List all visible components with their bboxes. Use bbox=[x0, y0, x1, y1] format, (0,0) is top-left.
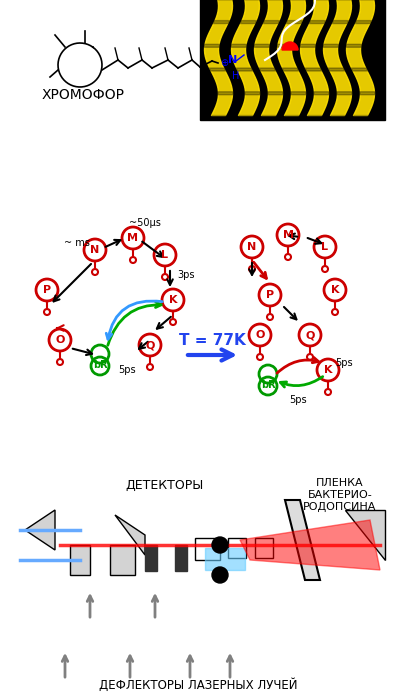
Text: K: K bbox=[169, 295, 177, 305]
Text: P: P bbox=[43, 285, 51, 295]
Text: K: K bbox=[324, 365, 332, 375]
Text: 5ps: 5ps bbox=[118, 365, 136, 375]
Text: ДЕТЕКТОРЫ: ДЕТЕКТОРЫ bbox=[126, 479, 204, 491]
Text: N: N bbox=[91, 245, 100, 255]
Polygon shape bbox=[205, 548, 245, 570]
Polygon shape bbox=[285, 500, 320, 580]
Text: ~ ms: ~ ms bbox=[64, 238, 90, 248]
Text: L: L bbox=[322, 242, 328, 252]
FancyBboxPatch shape bbox=[255, 538, 273, 558]
Text: H: H bbox=[232, 71, 240, 81]
Text: ПЛЕНКА
БАКТЕРИО-
РОДОПСИНА: ПЛЕНКА БАКТЕРИО- РОДОПСИНА bbox=[303, 478, 377, 512]
FancyBboxPatch shape bbox=[228, 538, 246, 558]
Text: 5ps: 5ps bbox=[335, 358, 353, 368]
Text: M: M bbox=[283, 230, 293, 240]
Text: Q: Q bbox=[305, 330, 315, 340]
Text: L: L bbox=[162, 250, 168, 260]
Text: 3ps: 3ps bbox=[177, 270, 195, 280]
FancyBboxPatch shape bbox=[175, 545, 187, 571]
Text: T = 77K: T = 77K bbox=[179, 333, 245, 348]
Text: ХРОМОФОР: ХРОМОФОР bbox=[42, 88, 125, 102]
FancyBboxPatch shape bbox=[200, 0, 385, 120]
Text: bR: bR bbox=[261, 380, 275, 390]
Text: N: N bbox=[228, 55, 237, 65]
Polygon shape bbox=[345, 510, 385, 560]
Text: 5ps: 5ps bbox=[289, 395, 307, 405]
Circle shape bbox=[212, 537, 228, 553]
FancyBboxPatch shape bbox=[110, 545, 135, 575]
Text: ~50μs: ~50μs bbox=[129, 218, 161, 228]
FancyBboxPatch shape bbox=[70, 545, 90, 575]
Text: $\oplus$: $\oplus$ bbox=[220, 57, 229, 69]
Text: O: O bbox=[255, 330, 265, 340]
Text: O: O bbox=[55, 335, 65, 345]
Text: bR: bR bbox=[93, 360, 107, 370]
Text: ДЕФЛЕКТОРЫ ЛАЗЕРНЫХ ЛУЧЕЙ: ДЕФЛЕКТОРЫ ЛАЗЕРНЫХ ЛУЧЕЙ bbox=[99, 678, 297, 692]
FancyBboxPatch shape bbox=[195, 538, 220, 560]
Text: N: N bbox=[247, 242, 256, 252]
Text: M: M bbox=[127, 233, 139, 243]
Text: K: K bbox=[331, 285, 339, 295]
Polygon shape bbox=[240, 520, 380, 570]
Text: Q: Q bbox=[145, 340, 155, 350]
Polygon shape bbox=[115, 515, 145, 555]
Wedge shape bbox=[282, 42, 298, 50]
Text: P: P bbox=[266, 290, 274, 300]
FancyBboxPatch shape bbox=[145, 545, 157, 571]
Polygon shape bbox=[25, 510, 55, 550]
Circle shape bbox=[212, 567, 228, 583]
